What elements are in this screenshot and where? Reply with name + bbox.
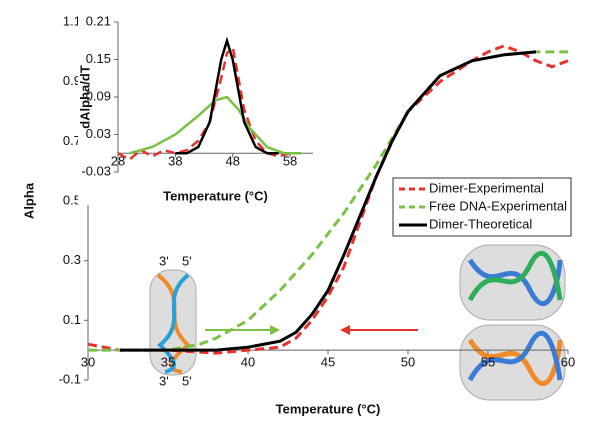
x-tick-label: 35 xyxy=(161,355,175,370)
legend-label: Dimer-Experimental xyxy=(429,180,544,195)
series-line xyxy=(88,50,568,352)
y-tick-label: 0.7 xyxy=(63,133,81,148)
inset-background xyxy=(78,10,321,205)
x-axis-title: Temperature (°C) xyxy=(163,188,268,203)
y-tick-label: 0.21 xyxy=(86,13,111,28)
series-line xyxy=(175,36,279,155)
x-tick-label: 38 xyxy=(168,154,182,169)
x-axis-title: Temperature (°C) xyxy=(276,401,381,416)
x-tick-label: 60 xyxy=(561,355,575,370)
y-axis-title: Alpha xyxy=(21,182,36,219)
series-line xyxy=(120,50,537,352)
y-tick-label: 0.5 xyxy=(63,192,81,207)
legend-label: Dimer-Theoretical xyxy=(429,216,532,231)
x-tick-label: 45 xyxy=(321,355,335,370)
series-line xyxy=(129,95,302,155)
strand-end: 3' xyxy=(159,253,169,268)
dna-illustration xyxy=(149,244,566,401)
y-tick-label: 0.9 xyxy=(63,73,81,88)
x-tick-label: 28 xyxy=(111,154,125,169)
series-line xyxy=(87,44,569,355)
y-tick-label: 0.1 xyxy=(63,312,81,327)
strand-end: 5' xyxy=(182,373,192,388)
y-tick-label: 0.3 xyxy=(63,252,81,267)
legend-label: Free DNA-Experimental xyxy=(429,198,567,213)
x-tick-label: 48 xyxy=(225,154,239,169)
x-tick-label: 58 xyxy=(283,154,297,169)
x-tick-label: 30 xyxy=(81,355,95,370)
x-tick-label: 50 xyxy=(401,355,415,370)
strand-end: 5' xyxy=(182,253,192,268)
y-axis-title: dAlpha/dT xyxy=(77,65,92,129)
y-tick-label: -0.03 xyxy=(81,163,111,178)
strand-end: 3' xyxy=(159,373,169,388)
plot: -0.03 0.03 0.09 0.15 0.21 28 38 48 58 Temperature… xyxy=(77,10,321,205)
y-tick-label: 0.15 xyxy=(86,51,111,66)
y-tick-label: -0.1 xyxy=(59,371,81,386)
x-tick-label: 40 xyxy=(241,355,255,370)
x-tick-label: 55 xyxy=(481,355,495,370)
y-tick-label: 1.1 xyxy=(63,13,81,28)
y-tick-label: 0.03 xyxy=(86,126,111,141)
y-tick-label: 0.09 xyxy=(86,88,111,103)
